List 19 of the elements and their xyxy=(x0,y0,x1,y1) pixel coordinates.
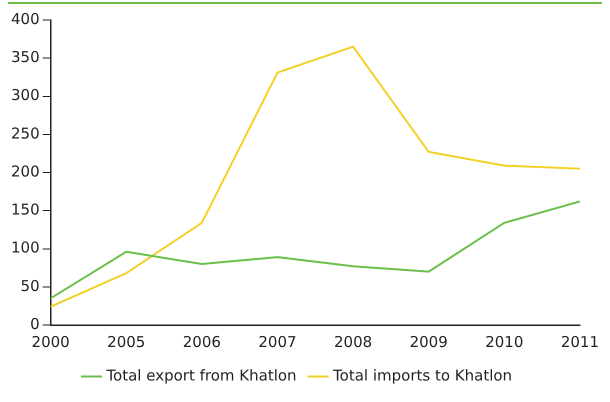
x-tick-label: 2005 xyxy=(107,332,146,351)
y-tick-label: 350 xyxy=(10,48,40,66)
y-tick-label: 300 xyxy=(10,86,40,104)
x-tick-label: 2009 xyxy=(410,332,448,351)
x-tick-label: 2010 xyxy=(485,332,524,351)
x-tick-label: 2000 xyxy=(32,332,70,351)
y-tick-label: 50 xyxy=(20,276,40,295)
y-tick-label: 400 xyxy=(10,10,40,28)
x-tick-label: 2011 xyxy=(560,332,600,351)
x-tick-label: 2008 xyxy=(334,332,372,351)
y-tick-label: 200 xyxy=(10,162,40,180)
y-tick-label: 150 xyxy=(10,200,40,219)
legend-label: Total export from Khatlon xyxy=(105,366,297,384)
y-tick-label: 0 xyxy=(30,314,40,333)
x-tick-label: 2007 xyxy=(258,332,297,351)
y-tick-label: 100 xyxy=(10,238,40,257)
x-tick-label: 2006 xyxy=(182,332,221,351)
legend-label: Total imports to Khatlon xyxy=(332,366,512,384)
y-tick-label: 250 xyxy=(10,124,40,142)
